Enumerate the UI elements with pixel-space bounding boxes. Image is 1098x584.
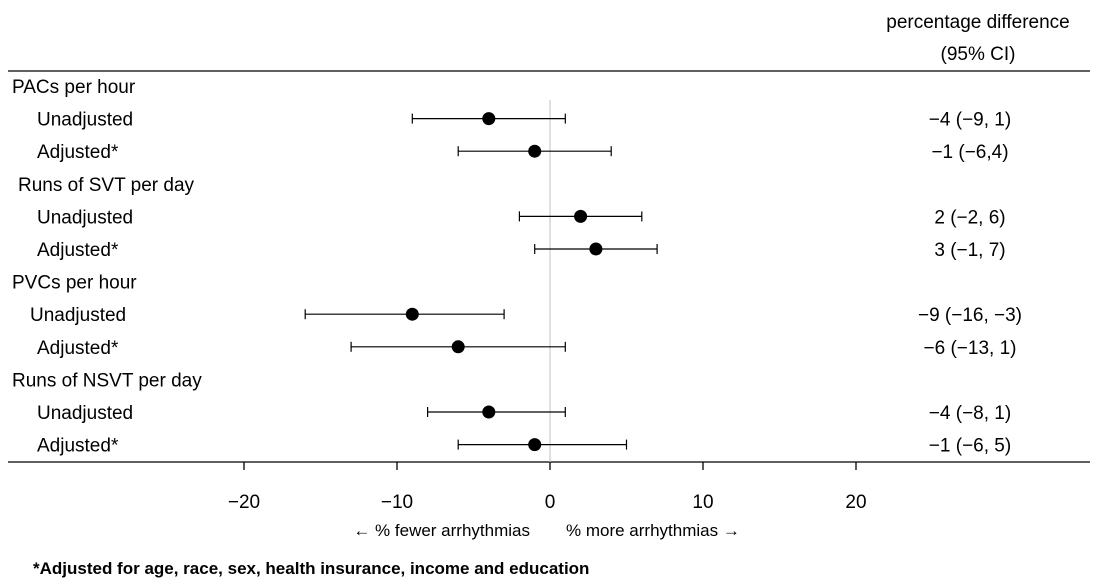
ci-header-line2: (95% CI) bbox=[941, 44, 1016, 65]
x-tick-label: 0 bbox=[545, 492, 556, 513]
ci-value-label: −4 (−8, 1) bbox=[929, 403, 1011, 424]
row-label: Unadjusted bbox=[37, 110, 133, 131]
x-tick-label: 10 bbox=[692, 492, 713, 513]
row-label: Unadjusted bbox=[37, 207, 133, 228]
ci-value-label: 2 (−2, 6) bbox=[934, 207, 1005, 228]
footnote: *Adjusted for age, race, sex, health ins… bbox=[33, 559, 589, 578]
ci-value-label: −1 (−6, 5) bbox=[929, 436, 1011, 457]
row-label: Adjusted* bbox=[37, 240, 119, 261]
estimate-point bbox=[528, 144, 542, 158]
ci-value-label: −9 (−16, −3) bbox=[918, 305, 1022, 326]
direction-right-label: % more arrhythmias → bbox=[566, 521, 740, 540]
row-label: Unadjusted bbox=[30, 305, 126, 326]
direction-left-label: ← % fewer arrhythmias bbox=[353, 521, 530, 540]
forest-rows: PACs per hour Unadjusted −4 (−9, 1) Adjuste… bbox=[12, 77, 1022, 457]
estimate-point bbox=[482, 405, 496, 419]
x-tick-label: −20 bbox=[228, 492, 260, 513]
ci-value-label: 3 (−1, 7) bbox=[934, 240, 1005, 261]
x-axis-ticks: −20 −10 0 10 20 bbox=[228, 462, 867, 513]
ci-value-label: −6 (−13, 1) bbox=[924, 338, 1017, 359]
group-label: Runs of SVT per day bbox=[18, 175, 195, 196]
group-label: Runs of NSVT per day bbox=[12, 370, 202, 391]
estimate-point bbox=[482, 112, 496, 126]
estimate-point bbox=[589, 242, 603, 256]
row-label: Unadjusted bbox=[37, 403, 133, 424]
estimate-point bbox=[405, 307, 419, 321]
ci-value-label: −1 (−6,4) bbox=[931, 142, 1008, 163]
ci-header-line1: percentage difference bbox=[886, 12, 1069, 33]
estimate-point bbox=[528, 438, 542, 452]
ci-value-label: −4 (−9, 1) bbox=[929, 110, 1011, 131]
estimate-point bbox=[574, 209, 588, 223]
x-tick-label: 20 bbox=[845, 492, 866, 513]
group-label: PVCs per hour bbox=[12, 273, 137, 294]
estimate-point bbox=[451, 340, 465, 354]
group-label: PACs per hour bbox=[12, 77, 136, 98]
row-label: Adjusted* bbox=[37, 436, 119, 457]
row-label: Adjusted* bbox=[37, 338, 119, 359]
x-tick-label: −10 bbox=[381, 492, 413, 513]
row-label: Adjusted* bbox=[37, 142, 119, 163]
